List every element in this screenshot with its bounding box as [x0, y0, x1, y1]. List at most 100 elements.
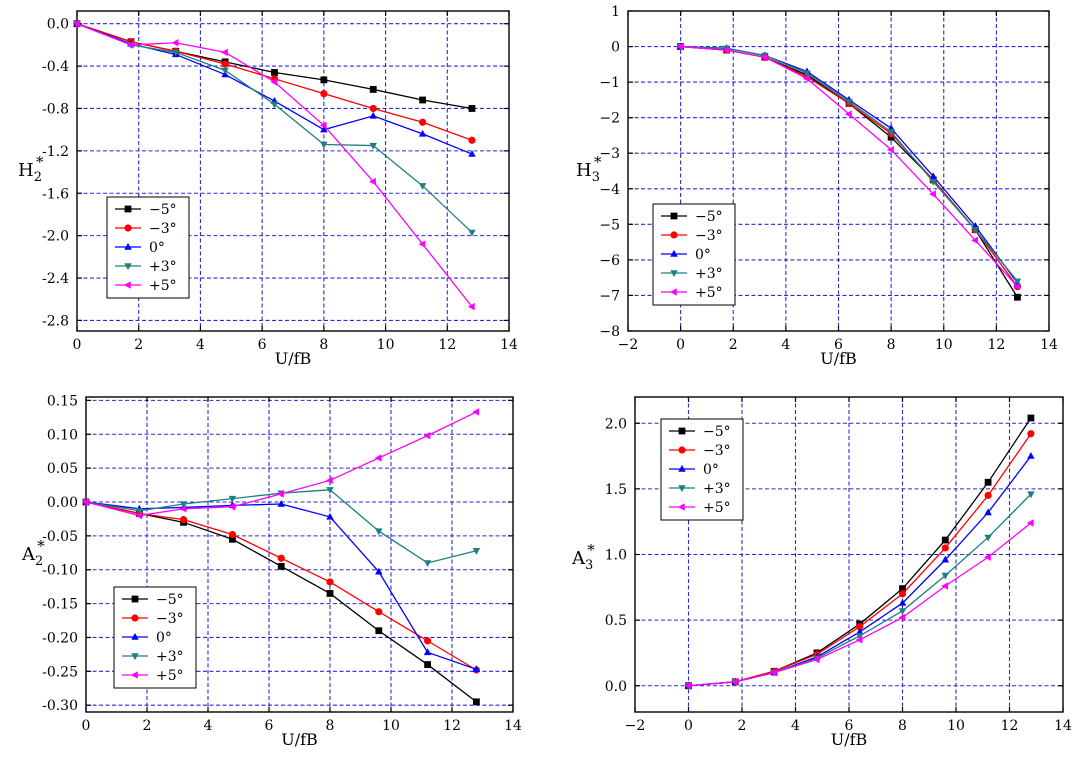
y-axis-subscript: 2 — [35, 554, 43, 569]
plot-frame — [76, 10, 510, 332]
legend-label: −5° — [156, 592, 184, 608]
legend-label: −5° — [703, 424, 731, 440]
data-point-s5-8 — [971, 236, 979, 245]
legend-marker — [670, 212, 678, 220]
data-point-s5-4 — [812, 655, 820, 664]
legend-marker — [124, 205, 132, 213]
y-tick-label: 0.0 — [47, 17, 69, 33]
y-tick-label: -2.8 — [42, 313, 69, 329]
legend-marker — [677, 503, 685, 511]
data-point-s5-1 — [676, 42, 684, 51]
data-point-s3-8 — [418, 129, 427, 137]
data-point-s1-6 — [899, 585, 906, 593]
data-point-s3-6 — [320, 125, 328, 133]
legend-marker — [131, 632, 139, 640]
y-tick-label: 0.00 — [47, 495, 78, 511]
legend-label: 0° — [703, 462, 719, 478]
y-axis-symbol: A — [21, 544, 36, 565]
legend-marker — [670, 270, 678, 278]
x-tick-label: 6 — [845, 718, 854, 734]
legend-marker — [131, 653, 139, 661]
legend-marker — [124, 242, 132, 250]
data-point-s4-6 — [887, 129, 895, 136]
legend: −5° −3° 0° +3° +5° — [660, 418, 744, 521]
x-tick-label: 8 — [898, 718, 907, 734]
legend-label: −3° — [149, 221, 177, 237]
x-tick-label: 14 — [1054, 718, 1072, 734]
data-point-s5-5 — [277, 490, 284, 498]
data-point-s5-4 — [802, 74, 810, 83]
data-point-s2-4 — [228, 530, 236, 539]
x-tick-label: 2 — [143, 718, 152, 734]
data-point-s5-2 — [135, 511, 143, 520]
x-tick-label: 12 — [443, 718, 461, 734]
data-point-s4-8 — [971, 226, 980, 234]
legend-marker — [678, 427, 686, 435]
legend-marker — [670, 249, 678, 257]
data-point-s1-9 — [1014, 293, 1021, 301]
data-point-s4-9 — [472, 548, 481, 555]
x-tick-label: 2 — [134, 337, 143, 353]
legend-label: +5° — [156, 668, 184, 684]
data-point-s1-8 — [984, 478, 992, 486]
x-tick-label: 12 — [1001, 718, 1019, 734]
data-point-s5-3 — [770, 668, 777, 677]
x-tick-label: 12 — [987, 337, 1005, 353]
data-point-s4-9 — [1013, 278, 1022, 286]
data-point-s5-5 — [855, 636, 863, 644]
data-point-s1-8 — [424, 661, 431, 668]
data-point-s4-3 — [172, 49, 180, 57]
x-tick-label: 14 — [1040, 337, 1058, 353]
legend-marker — [678, 446, 686, 454]
y-tick-label: 0.0 — [605, 679, 627, 695]
y-tick-label: 2.0 — [605, 416, 627, 432]
x-tick-label: 14 — [500, 337, 518, 353]
data-point-s3-9 — [472, 665, 481, 673]
data-point-s5-3 — [179, 505, 187, 513]
data-point-s1-7 — [941, 536, 949, 544]
data-point-s5-3 — [171, 39, 179, 47]
legend-label: −3° — [156, 611, 184, 627]
data-point-s1-8 — [419, 96, 426, 104]
data-point-s5-2 — [722, 46, 730, 54]
data-point-s5-9 — [467, 302, 475, 311]
plot-frame — [85, 396, 514, 713]
data-point-s3-6 — [898, 598, 907, 606]
legend-label: 0° — [156, 630, 172, 646]
y-tick-label: -0.10 — [42, 563, 78, 579]
x-tick-label: 10 — [935, 337, 953, 353]
data-point-s3-7 — [929, 172, 937, 180]
y-axis-title: A3* — [571, 541, 595, 573]
legend-label: 0° — [149, 240, 165, 256]
data-point-s4-8 — [984, 534, 992, 542]
panel-2: −2 0 2 4 6 8 10 12 1410−1−2−3−4−5−6−7−8U/fBH3*−5… — [576, 4, 1058, 368]
data-point-s1-9 — [1027, 414, 1035, 422]
y-axis-title: H3* — [576, 153, 602, 185]
data-point-s4-6 — [320, 141, 328, 149]
legend-label: −5° — [695, 209, 723, 225]
y-tick-label: -2.4 — [42, 271, 69, 287]
legend: −5° −3° 0° +3° +5° — [652, 203, 736, 306]
y-tick-label: −7 — [599, 288, 620, 304]
y-tick-label: -0.20 — [42, 630, 78, 646]
legend-marker — [130, 671, 138, 679]
y-tick-label: 0.15 — [47, 393, 78, 409]
legend-marker — [123, 281, 131, 289]
legend-marker — [669, 288, 677, 296]
data-point-s1-9 — [468, 105, 476, 112]
x-tick-label: 6 — [258, 337, 267, 353]
legend-label: +5° — [149, 278, 177, 294]
legend-label: 0° — [695, 247, 711, 263]
y-axis-subscript: 2 — [34, 170, 42, 185]
y-tick-label: 0.5 — [605, 613, 627, 629]
data-point-s4-4 — [803, 70, 811, 78]
y-axis-superscript: * — [587, 541, 595, 559]
data-point-s1-6 — [326, 590, 334, 597]
legend-label: +5° — [695, 285, 723, 301]
data-point-s4-7 — [941, 572, 950, 580]
x-tick-label: 6 — [834, 337, 843, 353]
data-point-s4-2 — [135, 508, 144, 515]
y-tick-label: -0.15 — [42, 597, 78, 613]
